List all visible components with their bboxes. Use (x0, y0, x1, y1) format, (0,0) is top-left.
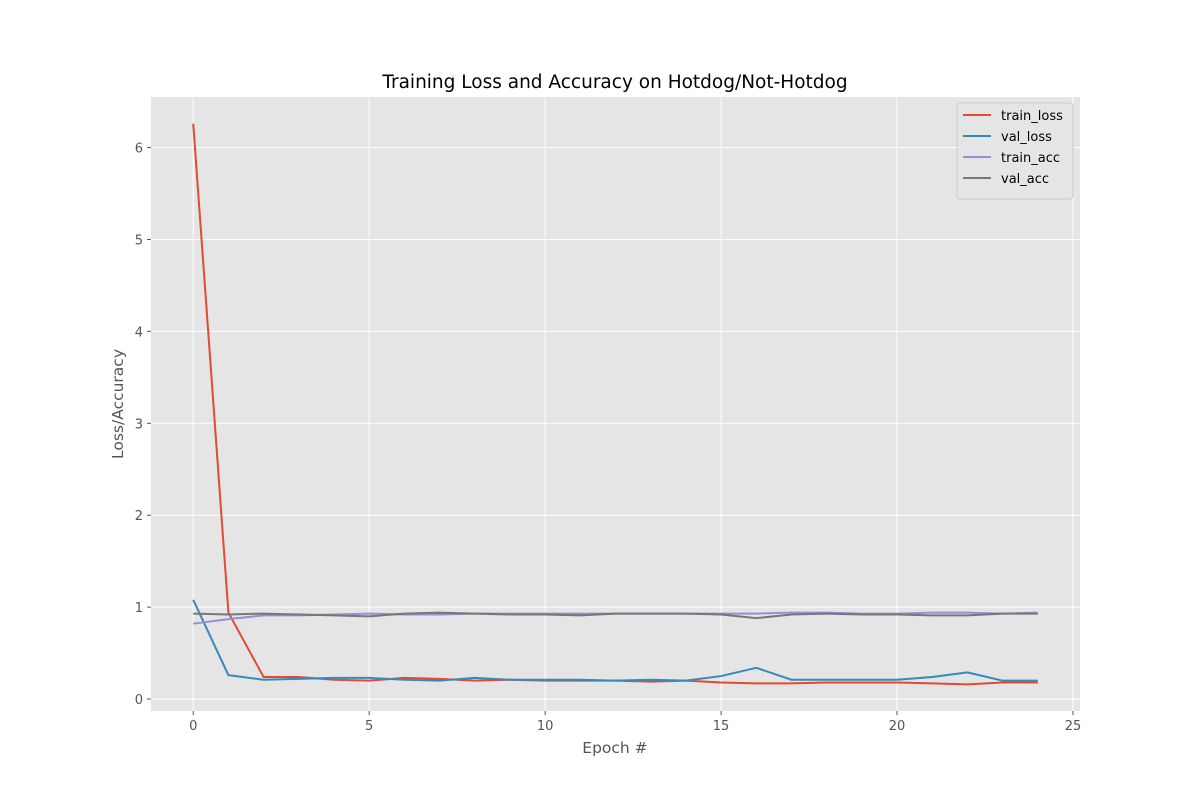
y-tick-label: 5 (135, 233, 143, 248)
x-tick-label: 10 (537, 719, 554, 734)
y-tick-label: 6 (135, 142, 143, 157)
legend-box (956, 102, 1074, 200)
chart-title: Training Loss and Accuracy on Hotdog/Not… (381, 72, 847, 93)
legend-label-train-acc: train_acc (1001, 151, 1060, 166)
series-lines (192, 123, 1038, 686)
x-tick-label: 5 (365, 719, 373, 734)
x-axis-ticks: 0 5 10 15 20 25 (189, 711, 1081, 734)
y-tick-label: 2 (135, 509, 143, 524)
y-axis-label: Loss/Accuracy (109, 349, 127, 459)
y-tick-label: 4 (135, 325, 143, 340)
x-axis-label: Epoch # (582, 739, 647, 757)
y-tick-label: 0 (135, 693, 143, 708)
y-axis-ticks: 0 1 2 3 4 5 6 (135, 142, 151, 708)
x-tick-label: 15 (713, 719, 730, 734)
grid-lines (151, 97, 1080, 711)
plot-area (151, 97, 1080, 711)
legend-label-val-loss: val_loss (1001, 130, 1052, 145)
legend-label-train-loss: train_loss (1001, 109, 1063, 124)
y-tick-label: 3 (135, 417, 143, 432)
y-tick-label: 1 (135, 601, 143, 616)
series-line-val-acc (193, 611, 1038, 620)
x-tick-label: 20 (889, 719, 906, 734)
series-line-val-loss (192, 599, 1038, 682)
x-tick-label: 0 (189, 719, 197, 734)
legend: train_loss val_loss train_acc val_acc (956, 102, 1074, 200)
x-tick-label: 25 (1065, 719, 1082, 734)
legend-label-val-acc: val_acc (1001, 172, 1049, 187)
